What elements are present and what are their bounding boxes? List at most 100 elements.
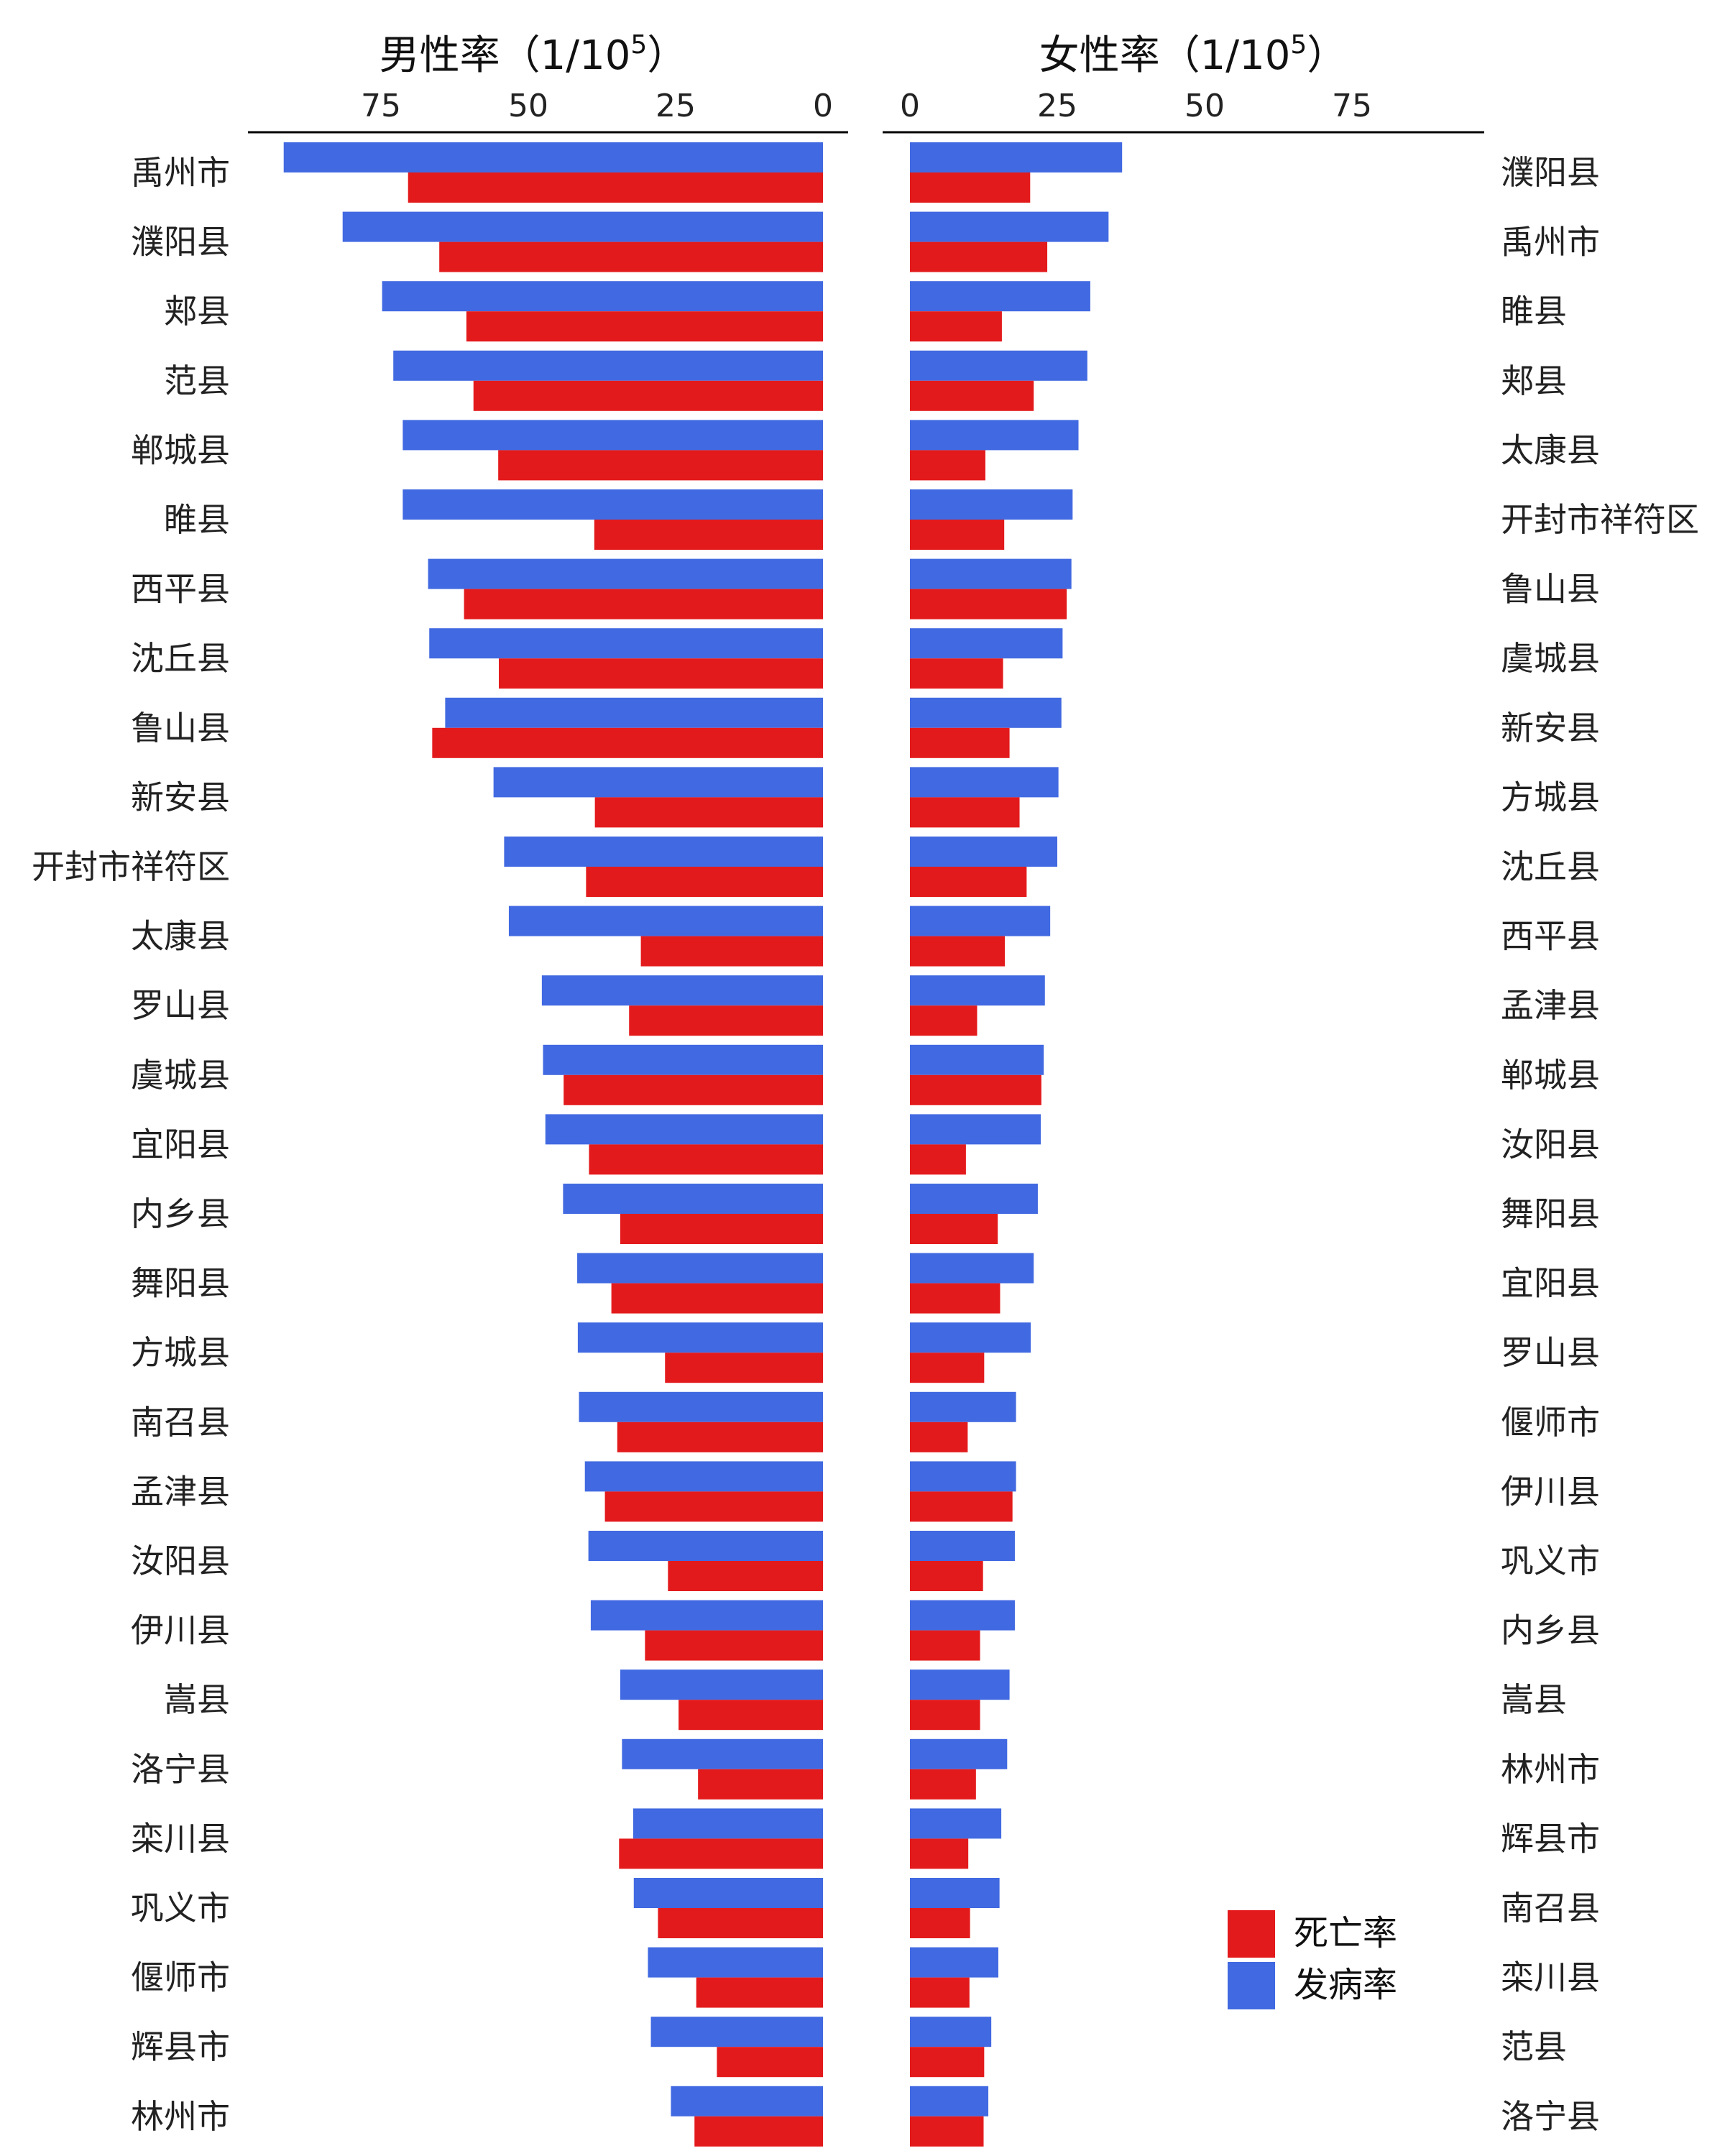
female-bar-mortality [910,797,1020,828]
male-bar-incidence [429,628,823,659]
male-bar-mortality [564,1074,823,1105]
female-category-label: 睢县 [1501,292,1567,331]
male-bar-mortality [586,867,823,897]
male-category-label: 西平县 [131,570,230,609]
female-category-label: 罗山县 [1501,1333,1600,1372]
male-bar-incidence [620,1669,823,1700]
female-category-label: 栾川县 [1501,1958,1600,1997]
male-bar-incidence [650,2017,823,2047]
male-bar-mortality [499,658,823,689]
female-bar-mortality [910,1908,970,1938]
female-bar-mortality [910,1700,980,1731]
female-bar-incidence [910,1184,1038,1214]
female-bar-incidence [910,975,1045,1006]
female-bar-mortality [910,2047,985,2078]
female-category-label: 郸城县 [1501,1056,1600,1095]
male-bar-incidence [632,1808,823,1839]
male-bar-mortality [698,1769,823,1800]
male-bar-mortality [604,1491,823,1522]
female-bar-incidence [910,1738,1008,1769]
female-category-label: 偃师市 [1501,1403,1600,1442]
male-bar-incidence [402,420,823,451]
female-x-tick-label: 0 [900,88,920,124]
male-category-label: 郸城县 [131,430,230,469]
female-category-label: 鲁山县 [1501,570,1600,609]
male-bar-mortality [717,2047,823,2078]
male-bar-incidence [504,837,823,867]
female-bar-mortality [910,1491,1013,1522]
male-bar-mortality [589,1144,823,1175]
female-category-label: 西平县 [1501,917,1600,956]
female-category-label: 方城县 [1501,778,1600,816]
female-bar-incidence [910,697,1062,728]
male-bar-mortality [665,1353,823,1383]
male-category-label: 伊川县 [131,1611,230,1650]
female-bar-incidence [910,1878,1000,1908]
male-bar-incidence [342,211,823,242]
male-bar-mortality [432,727,823,758]
male-bar-incidence [579,1391,823,1422]
male-category-label: 范县 [164,361,230,400]
male-bar-incidence [590,1600,823,1631]
female-bar-mortality [910,1005,978,1036]
male-bar-mortality [696,1977,823,2008]
female-category-label: 开封市祥符区 [1501,500,1699,539]
female-bar-incidence [910,281,1090,312]
female-bar-incidence [910,1461,1016,1492]
male-category-label: 栾川县 [131,1819,230,1858]
male-bar-mortality [694,2116,823,2147]
male-category-label: 郏县 [164,292,230,331]
male-category-label: 南召县 [131,1403,230,1442]
male-category-label: 新安县 [131,778,230,816]
male-bar-incidence [508,906,823,936]
female-bar-incidence [910,906,1051,936]
male-bar-incidence [622,1738,823,1769]
female-category-label: 郏县 [1501,361,1567,400]
female-bar-mortality [910,867,1027,897]
female-bar-mortality [910,1422,968,1452]
male-category-label: 汝阳县 [131,1542,230,1580]
female-bar-mortality [910,2116,984,2147]
female-bar-mortality [910,1214,998,1244]
male-bar-mortality [408,172,823,203]
female-bar-incidence [910,1669,1010,1700]
female-category-label: 范县 [1501,2027,1567,2066]
male-bar-incidence [393,350,823,381]
female-bar-incidence [910,1322,1031,1353]
legend-label: 发病率 [1294,1965,1397,2005]
female-bar-mortality [910,936,1006,967]
male-bar-mortality [498,450,823,481]
female-bar-mortality [910,172,1031,203]
female-bar-incidence [910,1531,1015,1561]
male-category-label: 太康县 [131,917,230,956]
female-category-label: 舞阳县 [1501,1194,1600,1233]
female-panel-title: 女性率（1/105） [1039,30,1348,79]
male-bar-incidence [633,1878,823,1908]
female-bar-incidence [910,2017,992,2047]
female-bar-incidence [910,142,1123,172]
female-category-label: 辉县市 [1501,1819,1600,1858]
female-category-label: 虞城县 [1501,639,1600,678]
female-bar-mortality [910,1977,970,2008]
female-category-label: 内乡县 [1501,1611,1600,1650]
male-bar-incidence [493,767,823,798]
female-x-tick-label: 50 [1184,88,1225,124]
male-bar-incidence [584,1461,823,1492]
male-bar-incidence [577,1253,823,1284]
male-bar-incidence [541,975,823,1006]
male-bar-incidence [283,142,823,172]
male-bar-incidence [648,1947,823,1978]
male-bar-incidence [428,558,823,589]
legend-swatch [1228,1962,1275,2009]
female-bar-incidence [910,1600,1015,1631]
female-bar-mortality [910,241,1048,272]
male-bar-mortality [645,1630,823,1661]
male-bar-incidence [545,1114,823,1145]
female-bar-incidence [910,1253,1034,1284]
male-bar-incidence [445,697,823,728]
male-category-label: 睢县 [164,500,230,539]
male-category-label: 内乡县 [131,1194,230,1233]
male-bar-incidence [382,281,823,312]
